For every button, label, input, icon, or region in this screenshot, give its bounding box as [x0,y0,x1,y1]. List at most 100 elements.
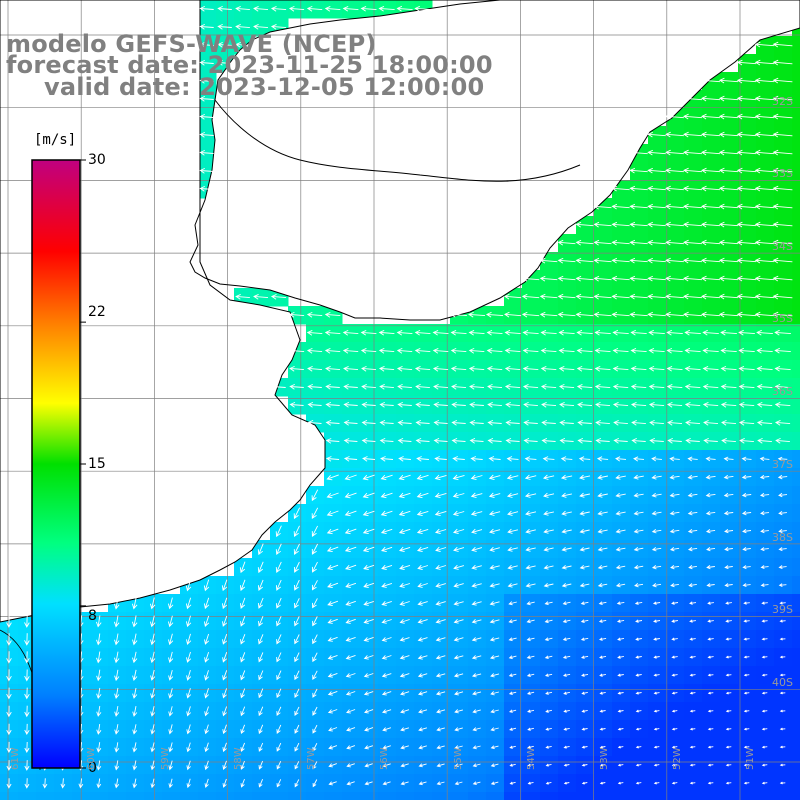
wind-arrow [545,709,553,713]
wind-arrow [507,510,519,516]
wind-arrow [707,727,714,731]
wind-arrow [707,709,714,713]
wind-arrow [705,528,716,534]
wind-arrow [772,167,793,174]
wind-arrow [634,601,643,605]
wind-arrow [705,510,716,516]
wind-arrow [669,510,680,516]
wind-arrow [258,779,264,788]
wind-arrow [343,401,358,408]
colorbar-tick-label: 30 [88,152,106,168]
colorbar-unit: [m/s] [34,132,77,148]
wind-arrow [594,347,611,354]
wind-arrow [725,655,732,659]
wind-arrow [490,709,499,714]
wind-arrow [472,727,481,732]
wind-arrow [436,727,445,732]
wind-arrow [398,492,411,499]
wind-arrow [647,257,666,264]
wind-arrow [312,688,318,698]
wind-arrow [557,311,576,318]
wind-arrow [415,437,430,444]
wind-arrow [683,95,703,102]
wind-arrow [665,149,684,156]
wind-arrow [702,365,719,372]
wind-arrow [756,347,773,354]
wind-arrow [258,760,264,770]
wind-arrow [469,383,485,390]
wind-arrow [540,365,557,372]
wind-arrow [525,528,536,534]
wind-arrow [665,311,684,318]
wind-arrow [435,673,446,678]
wind-arrow [539,275,558,282]
wind-arrow [418,727,428,732]
wind-arrow [599,745,606,749]
wind-arrow [294,634,300,645]
wind-arrow [326,510,339,517]
wind-arrow [328,727,338,732]
coastline-argentina [0,0,326,623]
wind-arrow [469,437,484,444]
wind-arrow [772,293,793,300]
wind-arrow [307,365,323,372]
wind-arrow [651,565,662,570]
wind-arrow [579,510,590,516]
wind-arrow [6,741,12,754]
wind-arrow [363,691,374,696]
wind-arrow [705,456,716,462]
wind-arrow [761,727,768,731]
wind-arrow [754,221,775,228]
wind-arrow [760,565,769,570]
lon-label: 60W [86,747,97,770]
wind-arrow [629,275,648,282]
wind-arrow [199,41,214,48]
wind-arrow [599,673,606,677]
wind-arrow [527,763,534,767]
wind-arrow [701,221,721,228]
wind-arrow [739,437,754,444]
wind-arrow [612,365,629,372]
wind-arrow [96,651,102,664]
wind-arrow [452,492,465,499]
wind-arrow [24,760,30,771]
wind-arrow [186,688,192,699]
wind-arrow [718,113,739,120]
wind-arrow [293,543,300,555]
wind-arrow [504,347,521,354]
wind-arrow [24,778,30,789]
wind-arrow [560,456,573,462]
wind-arrow [454,781,463,786]
wind-arrow [378,347,395,354]
wind-arrow [342,329,359,336]
wind-arrow [433,401,448,408]
wind-arrow [168,633,174,646]
wind-arrow [96,705,102,717]
wind-arrow [563,727,570,731]
wind-arrow [311,525,319,537]
wind-arrow [761,691,768,695]
wind-arrow [525,510,537,516]
wind-arrow [595,419,610,426]
wind-arrow [611,221,630,228]
wind-arrow [526,601,535,606]
wind-arrow [524,492,537,498]
wind-arrow [580,601,589,606]
wind-arrow [703,419,719,426]
wind-arrow [489,582,500,588]
wind-arrow [327,654,338,660]
wind-arrow [416,474,429,481]
wind-arrow [683,239,703,246]
wind-arrow [345,618,356,624]
colorbar-tick-label: 22 [88,304,106,320]
wind-arrow [683,275,703,282]
wind-arrow [612,383,629,390]
wind-arrow [705,474,716,480]
wind-arrow [526,655,535,660]
wind-arrow [720,329,737,336]
wind-arrow [325,401,340,408]
wind-arrow [558,383,575,390]
wind-arrow [326,492,339,499]
wind-arrow [575,275,594,282]
wind-arrow [772,131,793,138]
